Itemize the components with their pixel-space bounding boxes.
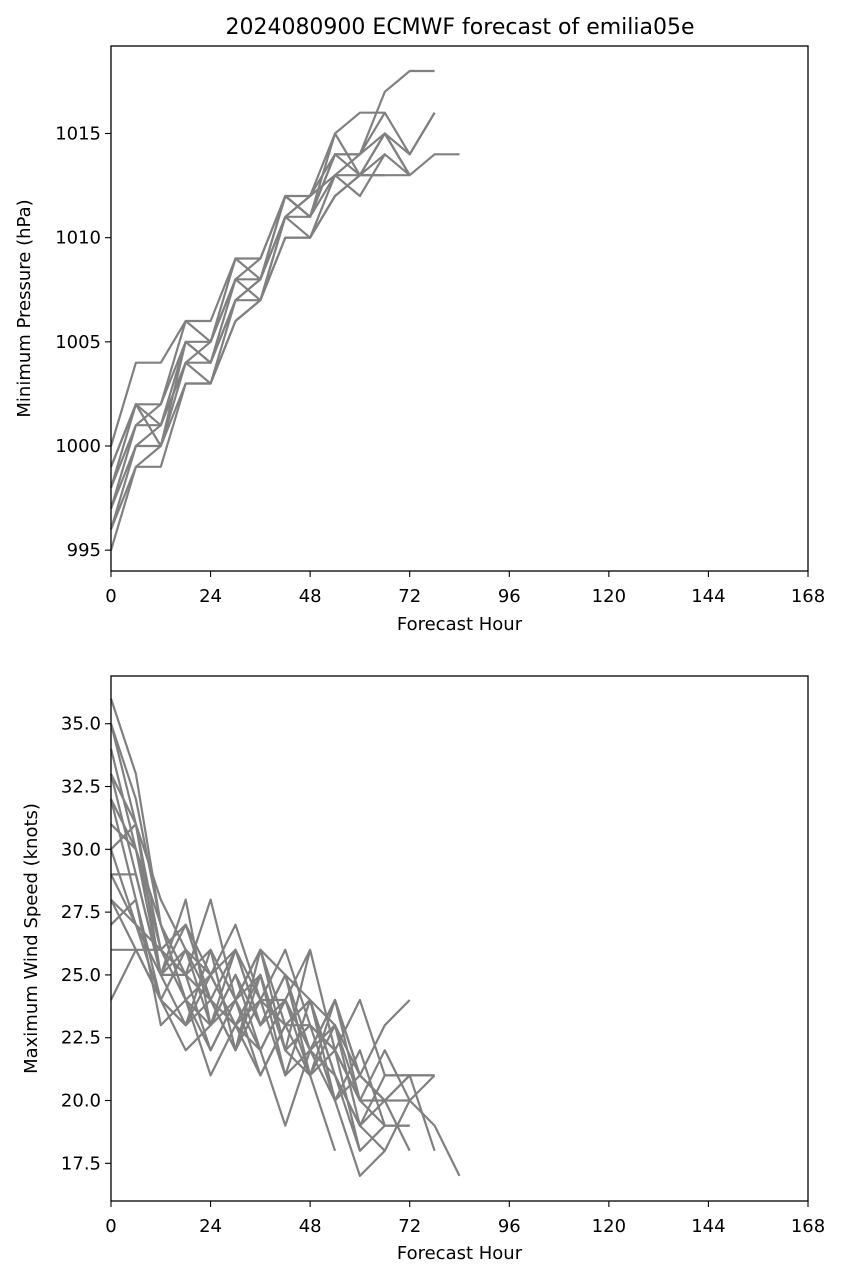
pressure-series-line — [109, 174, 385, 530]
wind-y-axis-label: Maximum Wind Speed (knots) — [21, 803, 42, 1074]
pressure-axis-ticks: 0 24 48 72 96 120 144 168 995 1000 1005 1010 1015 — [55, 124, 825, 608]
pressure-x-tick-label: 168 — [791, 586, 825, 607]
pressure-series-line — [109, 132, 411, 530]
wind-x-tick-label: 96 — [498, 1216, 521, 1237]
pressure-y-tick-label: 1015 — [55, 124, 101, 145]
wind-x-tick-label: 0 — [105, 1216, 116, 1237]
pressure-series-line — [109, 69, 435, 468]
pressure-x-tick-label: 0 — [105, 586, 116, 607]
pressure-y-tick-label: 1000 — [55, 436, 101, 457]
wind-axis-ticks: 0 24 48 72 96 120 144 168 17.5 20.0 22.5 25.0 27.5 30… — [61, 714, 825, 1237]
wind-series-line — [109, 723, 435, 1077]
wind-x-tick-label: 120 — [592, 1216, 626, 1237]
wind-y-tick-label: 17.5 — [61, 1153, 101, 1174]
wind-x-tick-label: 24 — [199, 1216, 222, 1237]
pressure-y-tick-label: 1010 — [55, 228, 101, 249]
pressure-series-line — [109, 153, 386, 551]
pressure-x-tick-label: 96 — [498, 586, 521, 607]
wind-y-tick-label: 30.0 — [61, 839, 101, 860]
wind-axes-frame — [110, 675, 809, 1202]
wind-series-line — [110, 899, 435, 1127]
wind-y-tick-label: 20.0 — [61, 1091, 101, 1112]
wind-series-group — [109, 698, 461, 1177]
pressure-x-tick-label: 120 — [592, 586, 626, 607]
chart-title: 2024080900 ECMWF forecast of emilia05e — [225, 15, 694, 40]
wind-x-tick-label: 48 — [299, 1216, 322, 1237]
wind-y-tick-label: 35.0 — [61, 714, 101, 735]
pressure-x-axis-label: Forecast Hour — [397, 614, 523, 635]
pressure-x-tick-label: 144 — [691, 586, 725, 607]
wind-x-tick-label: 168 — [791, 1216, 825, 1237]
pressure-series-group — [109, 69, 460, 551]
wind-series-line — [110, 798, 312, 1052]
wind-y-tick-label: 25.0 — [61, 965, 101, 986]
wind-x-axis-label: Forecast Hour — [397, 1243, 523, 1264]
wind-y-tick-label: 22.5 — [61, 1028, 101, 1049]
wind-series-line — [109, 723, 411, 1152]
pressure-series-line — [109, 112, 436, 509]
pressure-y-tick-label: 995 — [67, 540, 101, 561]
pressure-x-tick-label: 48 — [299, 586, 322, 607]
wind-plot: 0 24 48 72 96 120 144 168 17.5 20.0 22.5 25.0 27.5 30… — [21, 675, 825, 1264]
pressure-y-tick-label: 1005 — [55, 332, 101, 353]
pressure-plot: 0 24 48 72 96 120 144 168 995 1000 1005 1010 1015 Fo… — [14, 45, 825, 635]
wind-series-line — [110, 773, 411, 1102]
pressure-x-tick-label: 24 — [199, 586, 222, 607]
wind-x-tick-label: 72 — [398, 1216, 421, 1237]
wind-x-tick-label: 144 — [691, 1216, 725, 1237]
pressure-series-line — [109, 111, 436, 447]
wind-series-line — [109, 798, 461, 1177]
pressure-axes-frame — [110, 45, 809, 572]
pressure-x-tick-label: 72 — [398, 586, 421, 607]
pressure-y-axis-label: Minimum Pressure (hPa) — [14, 199, 35, 417]
wind-y-tick-label: 32.5 — [61, 777, 101, 798]
wind-y-tick-label: 27.5 — [61, 902, 101, 923]
wind-series-line — [110, 898, 361, 1152]
